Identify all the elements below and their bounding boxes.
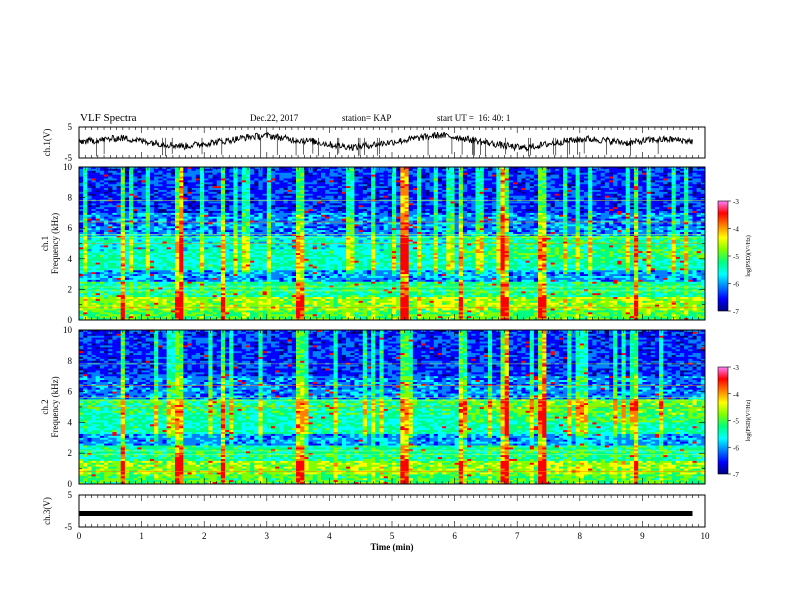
time-tick: 4: [327, 531, 332, 541]
ch3-ylabel: ch.3(V): [42, 497, 52, 525]
time-tick: 0: [77, 531, 82, 541]
colorbar-label: log(PSD)(V²/Hz): [745, 400, 752, 441]
colorbar-tick: -6: [733, 444, 739, 452]
time-tick: 9: [640, 531, 645, 541]
ch1-freq-tick: 6: [68, 223, 73, 233]
time-tick: 6: [452, 531, 457, 541]
ch2-freq-tick: 0: [68, 479, 73, 489]
colorbar-label: log(PSD)(V²/Hz): [745, 235, 752, 276]
ch1-ytick: 5: [68, 122, 73, 132]
colorbar-2: [717, 366, 729, 475]
ch1-freq-tick: 2: [68, 284, 73, 294]
ch1-freq-tick: 10: [63, 162, 73, 172]
ch1-channel-label: ch.1: [40, 236, 50, 251]
axis-ticks: [78, 127, 706, 527]
ch1-freq-tick: 0: [68, 315, 73, 325]
colorbar-tick: -6: [733, 281, 739, 289]
ch1-freq-tick: 4: [68, 254, 73, 264]
ch1-spectrogram: [79, 167, 706, 321]
plot-start-time: start UT = 16: 40: 1: [437, 113, 510, 123]
ch2-freq-tick: 4: [68, 417, 73, 427]
colorbar-tick: -4: [733, 226, 739, 234]
colorbar-tick: -5: [733, 418, 739, 426]
colorbar-tick: -4: [733, 391, 739, 399]
colorbar-tick: -7: [733, 308, 739, 316]
ch2-freq-label: Frequency (kHz): [50, 376, 60, 437]
ch1-ylabel: ch.1(V): [42, 129, 52, 157]
ch3-ytick: -5: [65, 522, 73, 532]
time-tick: 2: [202, 531, 207, 541]
time-tick: 10: [701, 531, 711, 541]
ch2-channel-label: ch.2: [40, 399, 50, 414]
colorbar-tick: -3: [733, 364, 739, 372]
ch1-ytick: -5: [65, 153, 73, 163]
colorbar-1: [717, 200, 729, 312]
ch2-freq-tick: 10: [63, 325, 73, 335]
colorbars: -3 -4 -5 -6 -7 log(PSD)(V²/Hz) -3 -4 -5 -6 -7 log(P…: [717, 198, 752, 479]
ch2-freq-tick: 8: [68, 356, 73, 366]
colorbar-tick: -3: [733, 198, 739, 206]
ch2-freq-tick: 6: [68, 387, 73, 397]
colorbar-tick: -5: [733, 253, 739, 261]
ch2-spectrogram: [79, 330, 706, 485]
colorbar-tick: -7: [733, 471, 739, 479]
time-tick: 8: [578, 531, 583, 541]
time-axis-label: Time (min): [370, 542, 413, 552]
ch1-freq-label: Frequency (kHz): [50, 213, 60, 274]
plot-date: Dec.22, 2017: [250, 113, 298, 123]
plot-title: VLF Spectra: [80, 112, 137, 124]
ch1-trace: [78, 131, 693, 153]
time-tick: 1: [139, 531, 144, 541]
ch3-ytick: 5: [68, 490, 73, 500]
time-tick: 3: [265, 531, 270, 541]
ch1-freq-tick: 8: [68, 193, 73, 203]
waveform-traces: [78, 131, 693, 517]
plot-station: station= KAP: [342, 113, 391, 123]
time-tick: 5: [390, 531, 395, 541]
time-tick: 7: [515, 531, 520, 541]
ch2-freq-tick: 2: [68, 448, 73, 458]
